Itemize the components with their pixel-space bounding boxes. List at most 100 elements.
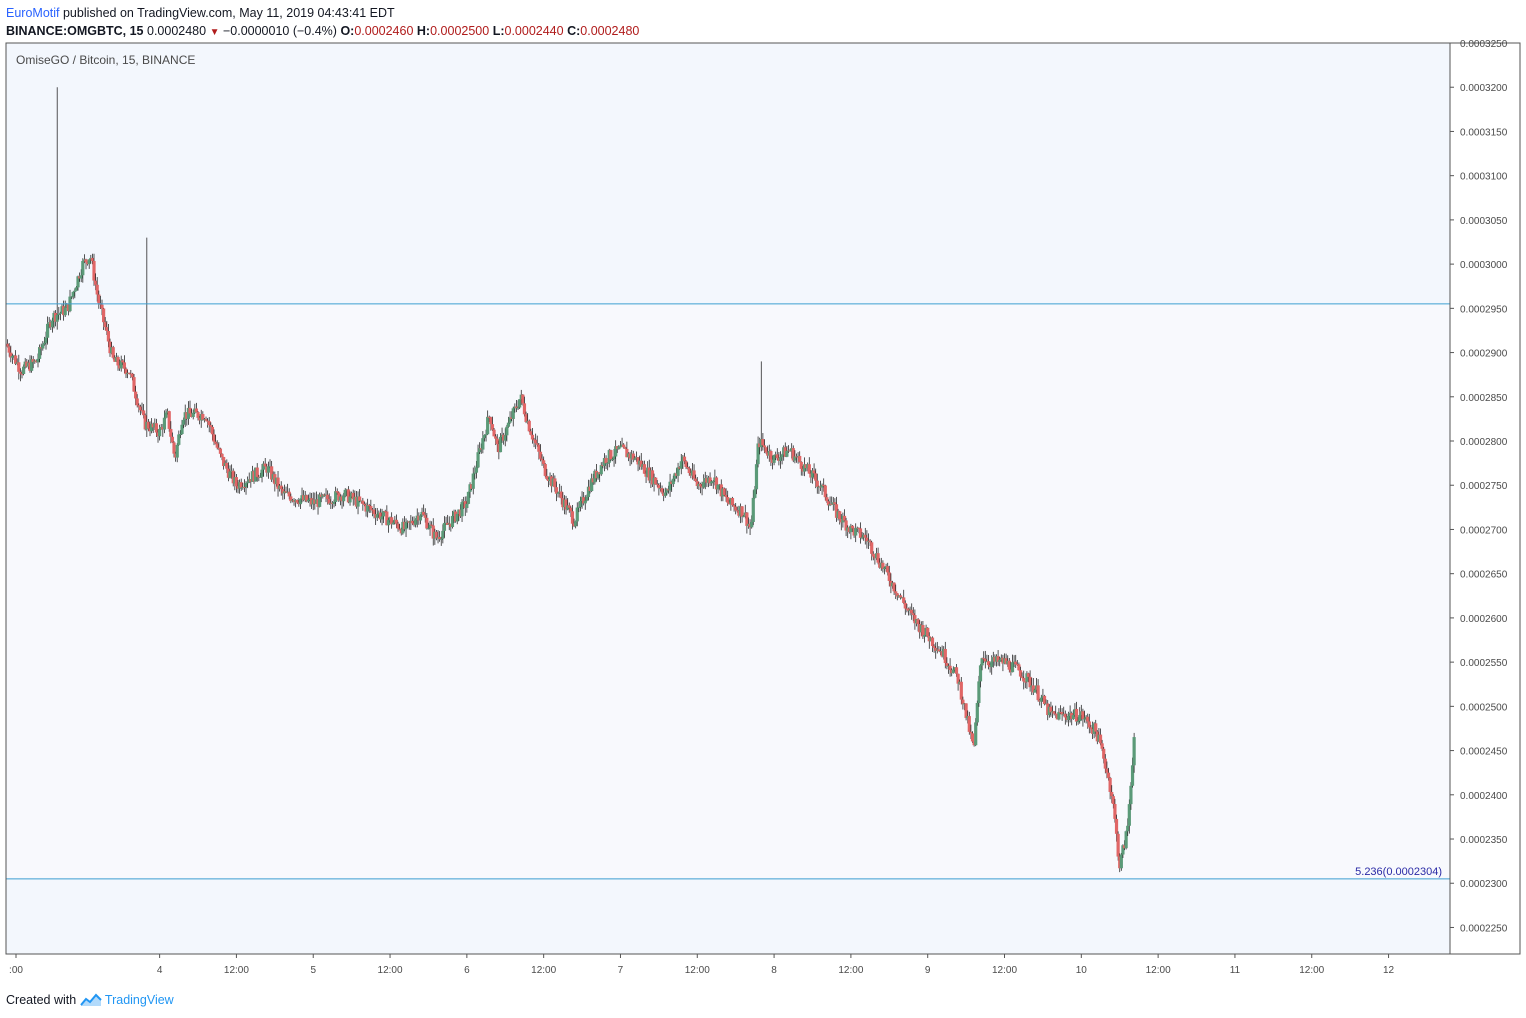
candle-up (1066, 715, 1071, 720)
candle-down (887, 572, 891, 581)
candle-up (57, 313, 61, 316)
y-axis[interactable]: 0.0002250 0.0002300 0.0002350 0.0002400 0.00… (1450, 39, 1508, 934)
candle-down (535, 443, 539, 445)
candle-up (519, 394, 523, 400)
price-change: −0.0000010 (−0.4%) (222, 24, 337, 38)
x-tick-label: 5 (310, 965, 316, 976)
candle-up (938, 651, 943, 653)
candle-down (794, 456, 799, 458)
candle-down (108, 341, 112, 354)
candle-down (972, 741, 976, 746)
candle-down (310, 498, 314, 505)
x-tick-label: 11 (1230, 965, 1241, 976)
x-tick-label: 12 (1383, 965, 1395, 976)
candle-down (220, 453, 224, 457)
candle-up (318, 494, 322, 507)
candle-up (676, 467, 680, 476)
candle-down (302, 495, 306, 501)
candle-down (487, 416, 491, 418)
candle-up (866, 540, 871, 542)
candle-up (466, 491, 471, 504)
candle-up (228, 471, 232, 478)
candle-down (522, 403, 527, 415)
candle-down (1017, 664, 1021, 671)
candle-down (279, 485, 283, 490)
candle-down (194, 408, 199, 413)
candle-up (590, 478, 594, 492)
candle-up (282, 491, 287, 494)
author-link[interactable]: EuroMotif (6, 6, 60, 20)
candle-up (290, 500, 295, 502)
candle-down (354, 496, 359, 507)
candle-down (534, 439, 538, 444)
candle-up (70, 296, 74, 298)
candle-down (154, 423, 159, 433)
candle-up (164, 412, 168, 418)
candle-up (641, 464, 645, 467)
candle-down (148, 428, 152, 432)
candle-up (158, 428, 162, 437)
candle-down (185, 412, 189, 419)
tradingview-brand-link[interactable]: TradingView (104, 993, 174, 1007)
candle-down (28, 362, 32, 371)
candle-down (903, 602, 907, 609)
candle-up (30, 359, 34, 371)
candle-down (390, 517, 394, 525)
candle-up (828, 503, 832, 506)
y-tick-label: 0.0003100 (1460, 172, 1508, 183)
candle-up (15, 362, 19, 364)
candle-up (254, 467, 258, 482)
candle-down (1046, 703, 1050, 716)
candle-up (481, 438, 485, 450)
candle-up (436, 537, 440, 539)
x-axis[interactable]: :00 4 12:00 5 12:00 6 12:00 7 12:00 8 12:00 9 12:00 1… (9, 954, 1395, 976)
candle-up (586, 486, 591, 498)
x-tick-label: 12:00 (378, 965, 403, 976)
candle-up (942, 648, 946, 657)
candle-down (7, 346, 11, 353)
candle-up (478, 448, 482, 453)
candle-down (567, 505, 571, 508)
candle-down (591, 478, 595, 483)
candle-down (814, 473, 818, 481)
candle-down (105, 327, 109, 331)
candle-up (1079, 711, 1083, 716)
y-tick-label: 0.0002500 (1460, 702, 1508, 713)
candle-down (878, 562, 882, 568)
candle-down (265, 466, 269, 473)
candle-down (769, 451, 773, 460)
candle-down (910, 609, 914, 614)
y-tick-label: 0.0002750 (1460, 481, 1508, 492)
candle-up (414, 519, 418, 525)
candle-down (689, 473, 693, 476)
candle-up (266, 466, 271, 473)
candle-up (772, 455, 776, 463)
candle-down (1004, 658, 1008, 664)
candle-down (791, 448, 795, 461)
candle-up (178, 434, 183, 436)
x-tick-label: 12:00 (838, 965, 863, 976)
candle-down (930, 637, 935, 647)
candle-up (630, 453, 634, 459)
candle-down (358, 496, 362, 501)
candle-down (217, 447, 221, 449)
candle-down (446, 522, 450, 525)
candle-up (721, 488, 725, 497)
candle-down (95, 284, 99, 295)
candle-down (1028, 676, 1032, 688)
candle-down (636, 457, 640, 465)
candle-down (1102, 748, 1106, 759)
price-chart[interactable]: 5.236(0.0002304) OmiseGO / Bitcoin, 15, … (0, 0, 1526, 990)
candle-up (353, 496, 357, 500)
symbol-label: BINANCE:OMGBTC, 15 (6, 24, 144, 38)
candle-down (396, 523, 400, 529)
candle-down (921, 625, 925, 637)
high-label: H: (416, 24, 431, 38)
candle-down (687, 468, 691, 474)
candle-down (156, 432, 160, 437)
candle-up (202, 419, 207, 421)
candle-down (1038, 700, 1042, 702)
candle-up (750, 521, 754, 528)
candle-down (807, 464, 811, 474)
candle-down (825, 497, 829, 502)
